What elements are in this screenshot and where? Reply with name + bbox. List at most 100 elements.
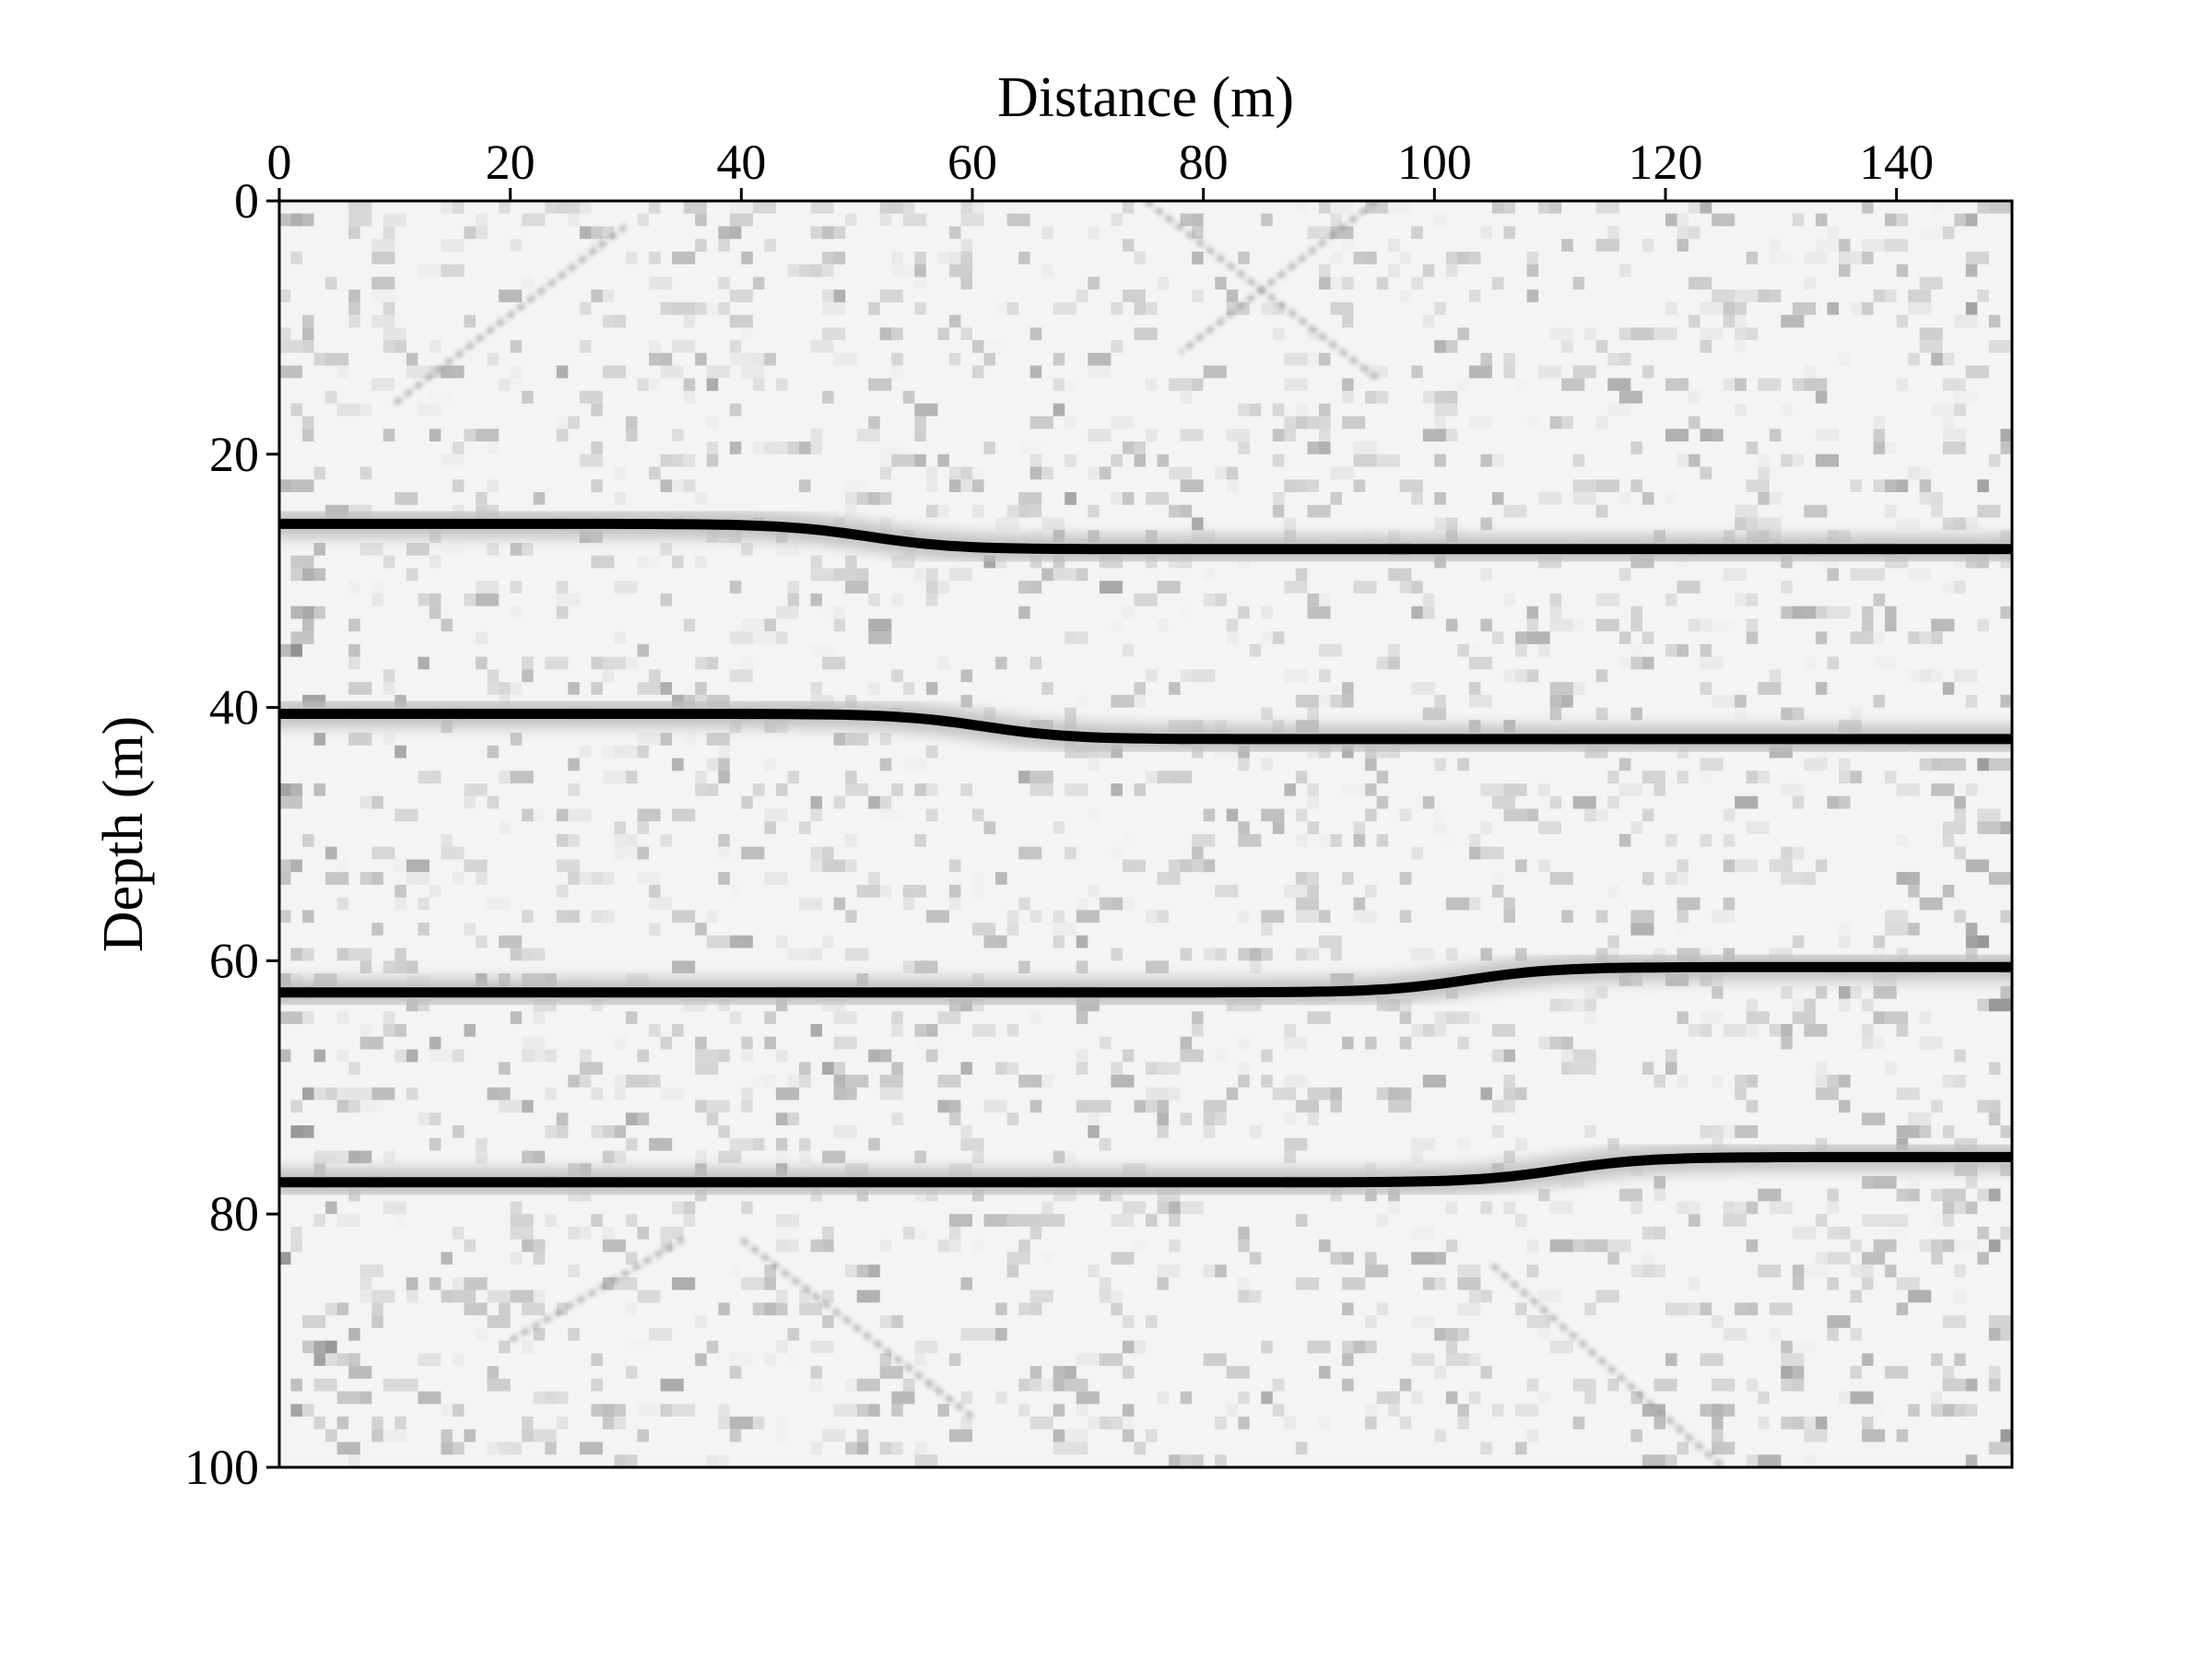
noise-speckle xyxy=(1157,1100,1169,1113)
noise-speckle xyxy=(1712,289,1724,302)
plot-frame xyxy=(277,199,2014,1469)
noise-speckle xyxy=(741,1201,753,1215)
x-axis-title: Distance (m) xyxy=(997,66,1294,129)
noise-speckle xyxy=(1746,1239,1759,1253)
noise-speckle xyxy=(1480,1087,1492,1100)
noise-speckle xyxy=(925,1049,938,1063)
noise-speckle xyxy=(902,1226,915,1240)
noise-speckle xyxy=(1688,1024,1712,1037)
noise-speckle xyxy=(1839,239,1851,252)
noise-speckle xyxy=(914,1441,926,1455)
noise-speckle xyxy=(1885,441,1897,454)
noise-speckle xyxy=(1526,606,1539,619)
noise-speckle xyxy=(660,682,673,695)
noise-speckle xyxy=(1134,1441,1146,1455)
noise-speckle xyxy=(1018,897,1030,911)
noise-speckle xyxy=(1238,947,1262,961)
noise-speckle xyxy=(1422,707,1446,721)
noise-speckle xyxy=(1076,1391,1100,1405)
noise-speckle xyxy=(522,808,534,822)
noise-speckle xyxy=(1284,352,1308,366)
noise-speckle xyxy=(371,1289,395,1303)
noise-speckle xyxy=(1480,1366,1492,1379)
noise-speckle xyxy=(602,314,626,328)
noise-speckle xyxy=(1422,429,1446,441)
noise-speckle xyxy=(1342,239,1354,252)
noise-speckle xyxy=(1492,885,1504,898)
noise-speckle xyxy=(1873,985,1897,999)
noise-speckle xyxy=(1249,1289,1262,1303)
noise-speckle xyxy=(775,1226,799,1240)
noise-speckle xyxy=(1076,910,1100,924)
noise-speckle xyxy=(522,1150,546,1164)
noise-speckle xyxy=(1618,391,1642,404)
noise-speckle xyxy=(1769,1327,1782,1341)
noise-speckle xyxy=(1919,758,1932,771)
noise-speckle xyxy=(1977,504,2001,518)
noise-speckle xyxy=(706,656,719,670)
noise-speckle xyxy=(1284,1150,1296,1164)
noise-speckle xyxy=(371,1302,383,1316)
noise-speckle xyxy=(302,1404,314,1417)
noise-speckle xyxy=(1411,1150,1423,1164)
noise-speckle xyxy=(487,682,511,695)
noise-speckle xyxy=(1238,606,1250,619)
noise-speckle xyxy=(1700,1302,1712,1316)
noise-speckle xyxy=(1226,631,1239,644)
noise-speckle xyxy=(464,1429,476,1442)
noise-speckle xyxy=(441,1429,453,1442)
noise-speckle xyxy=(1781,1366,1805,1379)
noise-speckle xyxy=(464,923,476,935)
noise-speckle xyxy=(891,1391,915,1405)
noise-speckle xyxy=(1295,1277,1319,1290)
noise-speckle xyxy=(394,859,406,873)
noise-speckle xyxy=(1965,1454,1978,1467)
noise-speckle xyxy=(948,1226,961,1240)
noise-speckle xyxy=(1111,1062,1123,1075)
noise-speckle xyxy=(1041,682,1053,695)
noise-speckle xyxy=(995,1327,1007,1341)
noise-speckle xyxy=(695,555,707,569)
noise-speckle xyxy=(602,1226,615,1240)
noise-speckle xyxy=(718,834,730,847)
noise-speckle xyxy=(1157,1277,1169,1290)
noise-speckle xyxy=(1942,682,1955,695)
noise-speckle xyxy=(706,1340,719,1354)
noise-speckle xyxy=(1677,910,1688,924)
noise-speckle xyxy=(533,1252,546,1265)
noise-speckle xyxy=(1746,771,1759,783)
noise-speckle xyxy=(1088,365,1112,379)
noise-speckle xyxy=(453,1277,465,1290)
noise-speckle xyxy=(1677,1075,1688,1088)
noise-speckle xyxy=(1284,783,1296,796)
noise-speckle xyxy=(1595,340,1608,353)
noise-speckle xyxy=(499,935,523,948)
noise-speckle xyxy=(891,555,915,569)
noise-speckle xyxy=(718,1125,730,1138)
noise-speckle xyxy=(1088,276,1100,290)
noise-speckle xyxy=(591,479,603,492)
noise-speckle xyxy=(1422,1277,1435,1290)
noise-speckle xyxy=(833,568,857,582)
noise-speckle xyxy=(1030,1378,1042,1392)
noise-speckle xyxy=(1353,821,1366,834)
noise-speckle xyxy=(729,669,753,683)
noise-speckle xyxy=(290,555,314,569)
noise-speckle xyxy=(1827,568,1839,582)
noise-speckle xyxy=(371,378,383,392)
noise-speckle xyxy=(429,1137,441,1151)
noise-speckle xyxy=(441,201,465,214)
noise-speckle xyxy=(902,885,926,898)
noise-speckle xyxy=(568,834,580,847)
noise-speckle xyxy=(1641,631,1654,644)
noise-speckle xyxy=(614,1125,626,1138)
noise-speckle xyxy=(695,492,707,505)
noise-speckle xyxy=(1942,758,1966,771)
noise-speckle xyxy=(902,201,915,214)
noise-speckle xyxy=(1954,808,1966,822)
noise-speckle xyxy=(1480,618,1492,632)
noise-speckle xyxy=(1480,517,1492,531)
noise-speckle xyxy=(1088,758,1100,771)
noise-speckle xyxy=(1284,669,1308,683)
noise-speckle xyxy=(279,327,291,341)
